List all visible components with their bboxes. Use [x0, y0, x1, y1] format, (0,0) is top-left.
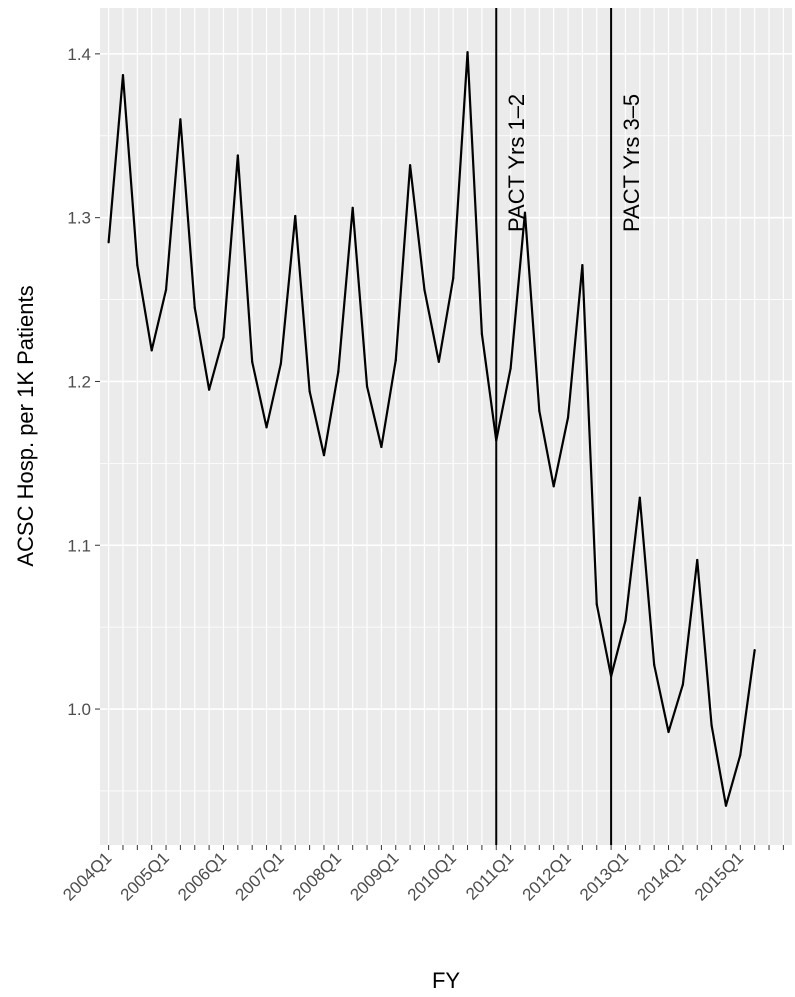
- data-point: [452, 277, 455, 280]
- data-point: [150, 349, 153, 352]
- y-tick-label: 1.0: [67, 700, 91, 719]
- x-tick-label: 2009Q1: [346, 848, 402, 904]
- plot-panel: [100, 8, 792, 845]
- data-point: [638, 496, 641, 499]
- data-point: [308, 390, 311, 393]
- data-point: [380, 445, 383, 449]
- y-tick-label: 1.4: [67, 45, 91, 64]
- data-point: [164, 288, 168, 291]
- data-point: [739, 753, 742, 757]
- y-tick-label: 1.3: [67, 209, 91, 228]
- data-point: [222, 336, 225, 339]
- vertical-lines: PACT Yrs 1–2 PACT Yrs 3–5: [495, 8, 644, 845]
- x-tick-label: 2012Q1: [519, 848, 575, 904]
- data-point: [696, 558, 699, 562]
- data-point: [566, 416, 570, 419]
- y-axis-ticks: 1.0 1.1 1.2 1.3 1.4: [67, 45, 100, 719]
- data-point: [365, 385, 369, 388]
- data-point: [724, 804, 728, 807]
- x-tick-label: 2007Q1: [232, 848, 288, 904]
- x-tick-label: 2015Q1: [691, 848, 747, 904]
- x-tick-label: 2004Q1: [59, 848, 115, 904]
- minor-gridlines: [100, 135, 792, 792]
- data-point: [480, 332, 483, 336]
- data-point: [753, 648, 756, 652]
- data-point: [653, 663, 656, 666]
- data-point: [423, 288, 426, 291]
- reference-line-label: PACT Yrs 3–5: [619, 94, 644, 232]
- data-point: [681, 683, 684, 686]
- major-gridlines: [100, 8, 792, 845]
- data-point: [265, 426, 268, 429]
- reference-line-label: PACT Yrs 1–2: [504, 94, 529, 232]
- y-tick-label: 1.2: [67, 372, 91, 391]
- data-point: [394, 359, 397, 362]
- data-point: [136, 264, 139, 267]
- data-point: [409, 164, 412, 167]
- data-point: [351, 206, 354, 209]
- data-point: [624, 619, 627, 622]
- data-point: [523, 211, 527, 214]
- data-point: [595, 603, 598, 606]
- x-tick-label: 2006Q1: [174, 848, 230, 904]
- x-tick-label: 2005Q1: [117, 848, 173, 904]
- data-point: [466, 51, 469, 54]
- series-layer: [107, 51, 756, 807]
- data-point: [710, 724, 713, 727]
- data-point: [509, 367, 512, 370]
- data-point: [121, 74, 125, 77]
- x-tick-label: 2010Q1: [404, 848, 460, 904]
- data-point: [193, 306, 196, 309]
- x-axis-title: FY: [432, 968, 460, 993]
- data-point: [667, 730, 670, 734]
- data-point: [279, 362, 282, 365]
- data-point: [107, 241, 110, 244]
- data-point: [251, 360, 254, 363]
- data-point: [552, 485, 555, 488]
- x-tick-label: 2014Q1: [634, 848, 690, 904]
- x-tick-label: 2011Q1: [462, 848, 517, 903]
- x-axis-ticks: 2004Q1 2005Q1 2006Q1 2007Q1 2008Q1 2009Q1 2010…: [59, 845, 784, 905]
- data-point: [236, 154, 239, 157]
- series-line: [107, 51, 756, 807]
- data-point: [337, 370, 340, 373]
- data-point: [208, 388, 211, 391]
- y-tick-label: 1.1: [67, 536, 91, 555]
- x-tick-label: 2008Q1: [289, 848, 345, 904]
- data-point: [581, 264, 584, 267]
- y-axis-title: ACSC Hosp. per 1K Patients: [13, 285, 38, 566]
- data-point: [294, 214, 297, 218]
- x-tick-label: 2013Q1: [576, 848, 632, 904]
- data-point: [322, 454, 326, 457]
- data-point: [437, 360, 440, 363]
- data-point: [538, 409, 541, 413]
- data-point: [179, 118, 182, 121]
